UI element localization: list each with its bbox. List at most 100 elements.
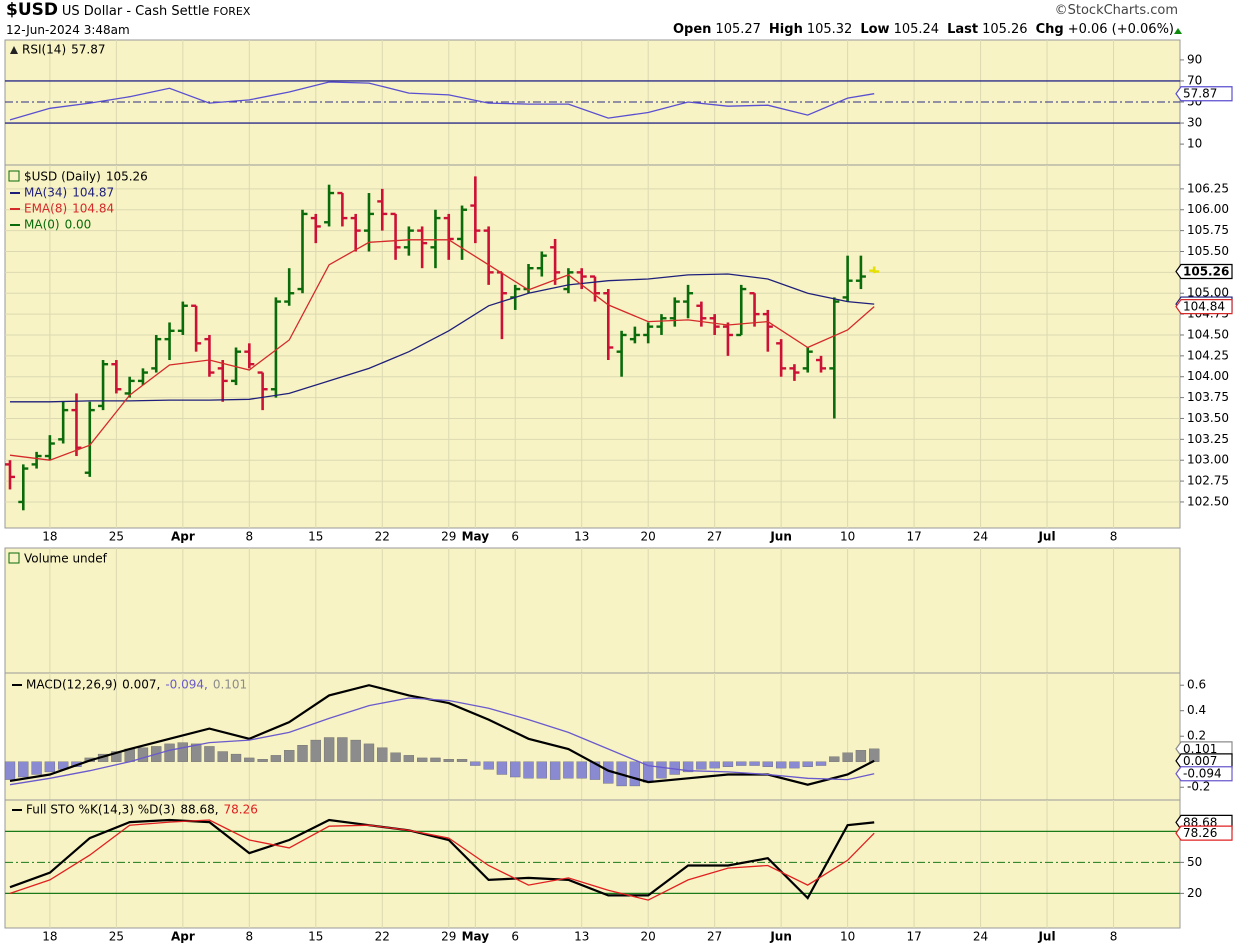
y-tick-label: 104.50 [1187,327,1229,341]
legend-text: Volume undef [24,552,108,566]
line [9,81,875,121]
histogram-bar [310,739,321,762]
x-tick-label: 24 [973,930,988,944]
y-tick-label: 20 [1187,886,1202,900]
y-tick-label: 106.25 [1187,181,1229,195]
x-tick-label: 8 [245,930,253,944]
x-tick-label: Jun [769,930,792,944]
source: ©StockCharts.com [1054,3,1178,18]
line [9,697,875,786]
quote-label: Chg [1035,22,1064,37]
histogram-bar [31,761,42,775]
y-tick-label: 103.50 [1187,411,1229,425]
value-box-label: 0.007 [1183,754,1217,768]
y-tick-label: 0.6 [1187,678,1206,692]
histogram-bar [257,759,268,762]
histogram-bar [736,761,747,766]
histogram-bar [417,757,428,762]
quote-value: +0.06 (+0.06%) [1067,22,1174,37]
x-tick-label: Jul [1037,530,1055,544]
histogram-bar [536,761,547,779]
histogram-bar [230,753,242,762]
histogram-bar [323,737,335,762]
value-box [1175,753,1233,769]
x-tick-label: 8 [245,530,253,544]
legend-icon [12,809,22,811]
legend-text: MA(0) [24,218,60,232]
legend-text: MA(34) [24,186,67,200]
value-box [1175,766,1233,782]
legend-text: EMA(8) [24,202,67,216]
x-tick-label: 24 [973,530,988,544]
x-tick-label: 10 [840,930,855,944]
header: $USD US Dollar - Cash Settle FOREX 12-Ju… [6,0,1182,40]
legend-text: 57.87 [71,43,105,57]
quote-value: 105.24 [893,22,940,37]
histogram-bar [829,756,840,762]
histogram-bar [510,761,521,778]
histogram-bar [4,761,16,780]
histogram-bar [297,745,308,762]
y-tick-label: 104.25 [1187,348,1229,362]
legend-text: RSI(14) [22,43,66,57]
y-tick-label: 0.4 [1187,703,1206,717]
x-tick-label: 18 [42,930,57,944]
histogram-bar [549,761,561,780]
y-tick-label: 106.00 [1187,202,1229,216]
quote-value: 105.26 [982,22,1028,37]
value-box-label: 57.87 [1183,87,1217,101]
x-tick-label: 13 [574,530,589,544]
x-tick-label: Apr [171,530,195,544]
histogram-bar [855,750,867,762]
x-tick-label: 17 [906,530,921,544]
quote-row: Open 105.27 High 105.32 Low 105.24 Last 105.26 C… [665,22,1174,37]
histogram-bar [483,761,494,770]
histogram-bar [430,757,441,762]
legend-text: 105.26 [106,170,148,184]
x-tick-label: 22 [375,530,390,544]
x-tick-label: 29 [441,530,456,544]
histogram-bar [589,761,601,780]
y-tick-label: 10 [1187,137,1202,151]
quote-value: 105.27 [715,22,761,37]
x-tick-label: 8 [1110,530,1118,544]
x-tick-label: 13 [574,930,589,944]
quote-label: Last [947,22,979,37]
histogram-bar [217,751,228,762]
y-tick-label: 90 [1187,52,1202,66]
x-tick-label: 25 [109,930,124,944]
histogram-bar [204,746,215,762]
legend-text: 0.101 [213,678,247,692]
x-tick-label: 17 [906,930,921,944]
x-tick-label: 20 [641,530,656,544]
panel [4,164,1181,529]
histogram-bar [270,755,282,762]
histogram-bar [190,743,202,762]
x-tick-label: 15 [308,930,323,944]
histogram-bar [749,761,760,766]
x-tick-label: 6 [511,930,519,944]
legend-icon [12,684,22,686]
x-tick-label: Jul [1037,930,1055,944]
x-tick-label: 15 [308,530,323,544]
histogram-bar [177,742,188,762]
title-row: $USD US Dollar - Cash Settle FOREX [6,0,250,20]
quote-value: 105.32 [806,22,853,37]
histogram-bar [137,747,149,762]
y-tick-label: 105.50 [1187,244,1229,258]
line [9,818,875,900]
x-tick-label: 10 [840,530,855,544]
legend-icon [10,192,20,194]
y-tick-label: 70 [1187,73,1202,87]
histogram-bar [443,759,454,762]
histogram-bar [789,761,800,769]
y-tick-label: 102.50 [1187,494,1229,508]
value-box-label: -0.094 [1183,767,1222,781]
histogram-bar [629,761,641,787]
histogram-bar [682,761,694,773]
volume-icon [8,552,20,564]
histogram-bar [842,752,853,762]
histogram-bar [775,761,787,769]
